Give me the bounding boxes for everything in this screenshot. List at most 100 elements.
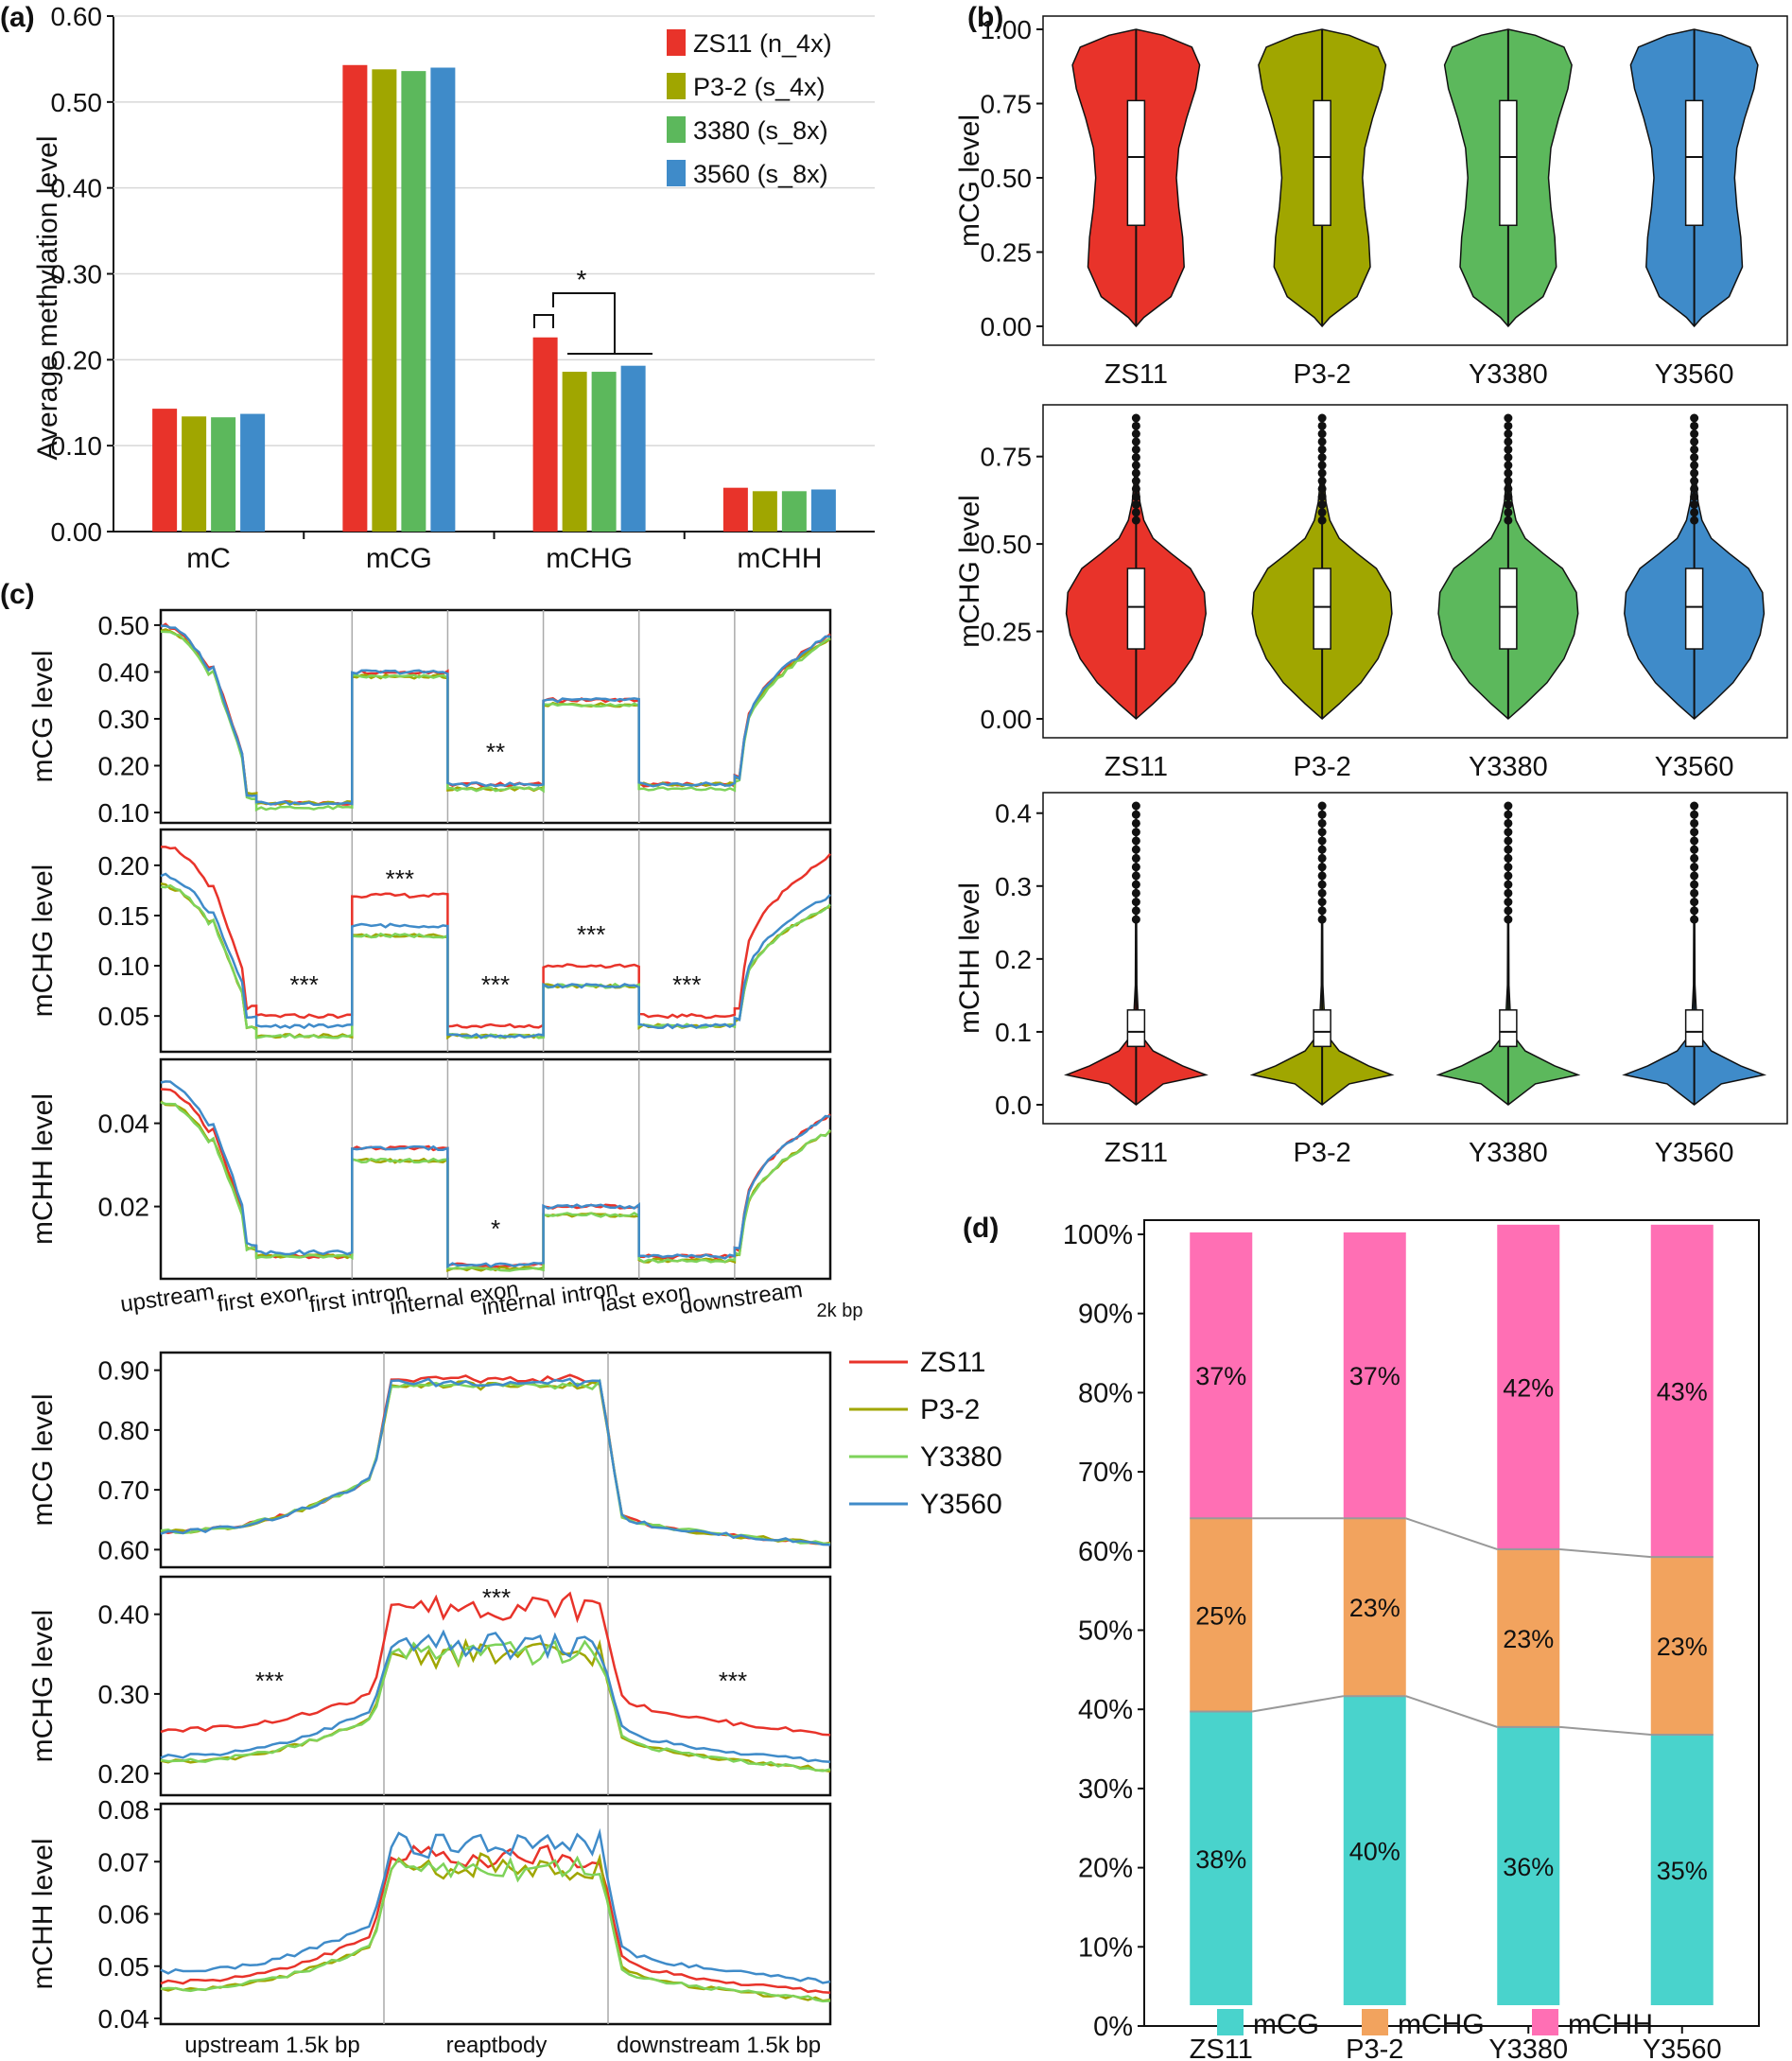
violin-box — [1126, 1009, 1146, 1048]
stacked-ytick-label: 90% — [1078, 1300, 1133, 1330]
panel-a-ytick-label: 0.00 — [51, 517, 103, 547]
violin-ytick-label: 0.3 — [995, 872, 1032, 901]
violin-box — [1313, 99, 1331, 226]
violin-outlier — [1317, 863, 1327, 872]
line-panel: 0.60 0.70 0.80 0.90 mCG level — [27, 1351, 832, 1569]
violin-outlier — [1690, 906, 1699, 916]
violin-box — [1684, 568, 1704, 650]
line-panel-frame — [159, 1057, 832, 1281]
violin-outlier — [1504, 801, 1513, 811]
significance-stars: *** — [290, 970, 319, 999]
stack-label: 40% — [1349, 1838, 1401, 1866]
violin-box — [1126, 99, 1146, 226]
series-line-2 — [160, 1639, 831, 1773]
violin-outlier — [1131, 845, 1140, 854]
series-line-3 — [160, 1377, 831, 1546]
violin-outlier — [1504, 898, 1513, 907]
violin-outlier — [1131, 484, 1140, 494]
violin-outlier — [1317, 468, 1327, 478]
violin-outlier — [1317, 484, 1327, 494]
violin-outlier — [1690, 845, 1699, 854]
stack-mCG-Y3380 — [1497, 1726, 1560, 2005]
region-label: downstream — [678, 1277, 804, 1319]
violin-frame — [1042, 404, 1788, 739]
line-ytick-label: 0.20 — [98, 752, 150, 781]
bp-note: 2k bp — [817, 1301, 863, 1321]
panel-a-ytick-label: 0.10 — [51, 431, 103, 461]
line-panel: 0.05 0.10 0.15 0.20 mCHG level *** *** *** *** **… — [27, 828, 832, 1054]
violin-outlier — [1317, 880, 1327, 889]
violin-outlier — [1317, 801, 1327, 811]
significance-stars: * — [491, 1214, 500, 1243]
line-panel-frame — [159, 1575, 832, 1797]
stack-mCG-Y3560 — [1650, 1735, 1714, 2005]
line-ytick-label: 0.50 — [98, 611, 150, 640]
violin-outlier — [1317, 508, 1327, 517]
repeat-region-labels: upstream 1.5k bp reaptbody downstream 1.5k… — [184, 2033, 821, 2058]
significance-stars: *** — [481, 970, 510, 999]
line-ytick-label: 0.05 — [98, 1952, 150, 1982]
stacked-legend-label-0: mCG — [1253, 2009, 1319, 2040]
line-ylabel: mCG level — [27, 650, 59, 782]
violin-outlier — [1131, 898, 1140, 907]
violin-outlier — [1317, 477, 1327, 486]
violin-outlier — [1690, 508, 1699, 517]
violin-outlier — [1504, 445, 1513, 454]
bar-mC-1 — [182, 416, 207, 532]
stack-mCHH-ZS11 — [1190, 1232, 1253, 1519]
violin-outlier — [1131, 453, 1140, 463]
violin-outlier — [1690, 915, 1699, 924]
line-ylabel: mCG level — [27, 1393, 59, 1526]
stack-label: 43% — [1657, 1377, 1708, 1406]
stacked-ytick-label: 0% — [1093, 2012, 1133, 2042]
violin-outlier — [1131, 801, 1140, 811]
stack-label: 37% — [1349, 1362, 1401, 1390]
violin-outlier — [1690, 515, 1699, 525]
series-line-2 — [160, 1855, 831, 2003]
panel-a-yaxis: 0.00 0.10 0.20 0.30 0.40 0.50 0.60 — [51, 2, 875, 547]
violin-outlier — [1317, 437, 1327, 446]
violin-outlier — [1690, 853, 1699, 863]
stack-label: 23% — [1503, 1625, 1554, 1653]
line-panel: 0.20 0.30 0.40 mCHG level *** *** *** — [27, 1575, 832, 1797]
violin-ytick-label: 0.75 — [981, 90, 1033, 119]
violin-ytick-label: 1.00 — [981, 15, 1033, 44]
violin-outlier — [1690, 477, 1699, 486]
line-ytick-label: 0.70 — [98, 1476, 150, 1505]
bar-mCG-1 — [372, 69, 397, 533]
panel-a-xaxis: mC mCG mCHG mCHH — [186, 532, 822, 574]
violin-outlier — [1690, 429, 1699, 439]
line-ytick-label: 0.15 — [98, 901, 150, 931]
stack-label: 42% — [1503, 1373, 1554, 1402]
violin-outlier — [1690, 484, 1699, 494]
violin-ytick-label: 0.1 — [995, 1018, 1032, 1047]
significance-stars: *** — [255, 1667, 284, 1695]
panel-d-label: (d) — [963, 1213, 999, 1244]
violin-frame — [1042, 15, 1788, 346]
violin-outlier — [1317, 828, 1327, 837]
panel-a-ytick-label: 0.30 — [51, 260, 103, 289]
violin-panel-2: 0.0 0.1 0.2 0.3 0.4 mCHH level ZS11 P3-2 Y3380 Y3… — [954, 792, 1788, 1168]
violin-ytick-label: 0.25 — [981, 618, 1033, 647]
violin-outlier — [1504, 421, 1513, 430]
panel-a: (a) Average methylation level 0.000.100.… — [0, 2, 875, 574]
legend-label-1: P3-2 (s_4x) — [693, 73, 826, 101]
legend-label-2: Y3380 — [920, 1441, 1002, 1473]
bar-mCHH-2 — [781, 491, 807, 532]
violin-outlier — [1131, 828, 1140, 837]
stacked-category-label: ZS11 — [1190, 2035, 1253, 2061]
stacked-ytick-label: 30% — [1078, 1774, 1133, 1805]
violin-outlier — [1131, 871, 1140, 881]
violin-outlier — [1131, 413, 1140, 423]
violin-panel-0: 0.00 0.25 0.50 0.75 1.00 mCG level ZS11 P3-2 Y33… — [954, 15, 1788, 390]
violin-box — [1499, 99, 1518, 226]
bar-mCG-3 — [430, 67, 456, 532]
stack-label: 36% — [1503, 1853, 1554, 1881]
stack-mCHG-Y3380 — [1497, 1548, 1560, 1727]
violin-outlier — [1504, 437, 1513, 446]
violin-ylabel: mCG level — [954, 114, 985, 247]
violin-outlier — [1690, 461, 1699, 470]
violin-outlier — [1131, 853, 1140, 863]
legend-swatch-2 — [667, 116, 686, 143]
